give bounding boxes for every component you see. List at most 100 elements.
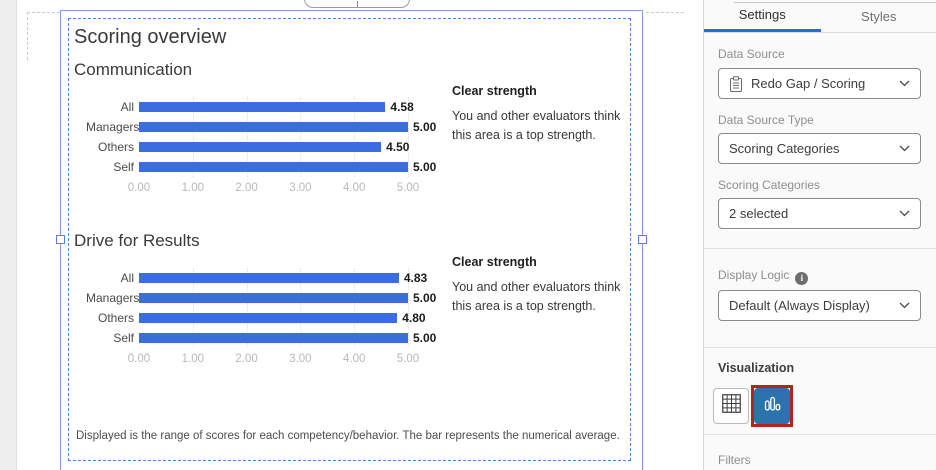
display-logic-label-text: Display Logic bbox=[718, 268, 790, 282]
note-body: You and other evaluators think this area… bbox=[452, 280, 621, 313]
page-margin-guide bbox=[27, 12, 60, 13]
gridline bbox=[354, 268, 356, 348]
bar-track: 4.83 bbox=[139, 268, 427, 288]
panel-divider bbox=[704, 434, 936, 435]
gridline bbox=[246, 97, 248, 177]
bar-track: 5.00 bbox=[139, 117, 436, 137]
scoring-categories-label: Scoring Categories bbox=[718, 178, 821, 192]
gridline bbox=[192, 97, 194, 177]
value-label: 4.50 bbox=[386, 140, 410, 154]
clipboard-icon bbox=[729, 75, 743, 92]
chart-row: All 4.83 bbox=[86, 268, 476, 288]
page-title: Scoring overview bbox=[74, 26, 227, 48]
value-label: 5.00 bbox=[413, 120, 437, 134]
chart-x-axis: 0.00 1.00 2.00 3.00 4.00 5.00 bbox=[128, 177, 419, 195]
category-label: Self bbox=[113, 160, 134, 174]
chart-footnote: Displayed is the range of scores for eac… bbox=[76, 430, 620, 442]
settings-panel: Settings Styles Data Source Redo Gap / S… bbox=[703, 0, 936, 470]
chart-row: Others 4.50 bbox=[86, 137, 476, 157]
category-label: Others bbox=[97, 140, 134, 154]
bar-track: 4.58 bbox=[139, 97, 414, 117]
panel-divider bbox=[704, 347, 936, 348]
chart-gridlines bbox=[139, 97, 409, 177]
section-heading-communication: Communication bbox=[74, 60, 193, 79]
value-label: 5.00 bbox=[413, 160, 437, 174]
note-body: You and other evaluators think this area… bbox=[452, 109, 621, 142]
chart-row: Managers 5.00 bbox=[86, 117, 476, 137]
bar bbox=[139, 313, 398, 323]
bar-track: 4.50 bbox=[139, 137, 410, 157]
chevron-down-icon bbox=[899, 145, 910, 152]
data-source-type-dropdown[interactable]: Scoring Categories bbox=[718, 133, 921, 164]
data-source-dropdown[interactable]: Redo Gap / Scoring bbox=[718, 68, 921, 99]
selection-handle-right[interactable] bbox=[638, 235, 647, 244]
section-heading-drive-for-results: Drive for Results bbox=[74, 231, 200, 250]
value-label: 4.83 bbox=[403, 271, 428, 285]
value-label: 5.00 bbox=[413, 331, 437, 345]
axis-tick-label: 0.00 bbox=[127, 353, 151, 365]
axis-tick-label: 3.00 bbox=[289, 182, 312, 194]
chevron-down-icon bbox=[899, 80, 910, 87]
selected-widget-region[interactable] bbox=[68, 18, 631, 461]
axis-tick-label: 4.00 bbox=[342, 182, 366, 194]
data-source-label: Data Source bbox=[718, 47, 785, 61]
gridline bbox=[408, 97, 409, 177]
category-label: All bbox=[120, 271, 134, 285]
category-label: All bbox=[120, 100, 134, 114]
chart-row: Managers 5.00 bbox=[86, 288, 476, 308]
info-icon[interactable]: i bbox=[795, 272, 809, 285]
category-label: Managers bbox=[86, 120, 140, 134]
canvas-toolbar-remnant bbox=[304, 0, 410, 8]
toolbar-divider bbox=[357, 1, 358, 7]
gridline bbox=[408, 268, 409, 348]
axis-tick-label: 3.00 bbox=[289, 353, 312, 365]
tab-settings[interactable]: Settings bbox=[704, 0, 821, 32]
bar-chart-icon bbox=[764, 395, 781, 417]
bar bbox=[139, 122, 408, 132]
chart-rows: All 4.58 Managers 5.00 Others 4.50 Self 5.00 bbox=[86, 97, 476, 177]
axis-tick-label: 2.00 bbox=[235, 353, 258, 365]
axis-tick-label: 0.00 bbox=[127, 182, 151, 194]
bar bbox=[139, 273, 399, 283]
strength-note: Clear strength You and other evaluators … bbox=[452, 84, 636, 145]
value-label: 4.58 bbox=[390, 100, 414, 114]
axis-tick-label: 1.00 bbox=[181, 353, 204, 365]
data-source-type-label: Data Source Type bbox=[718, 113, 814, 127]
category-label: Others bbox=[97, 311, 134, 325]
gridline bbox=[354, 97, 356, 177]
bar-track: 5.00 bbox=[139, 288, 436, 308]
bar bbox=[139, 293, 408, 303]
data-source-type-value: Scoring Categories bbox=[729, 141, 840, 156]
gridline bbox=[300, 97, 302, 177]
drive-for-results-bar-chart: All 4.83 Managers 5.00 Others 4.80 Self 5.00 0.… bbox=[86, 268, 476, 366]
bar bbox=[139, 142, 382, 152]
tab-styles[interactable]: Styles bbox=[861, 8, 897, 24]
note-title: Clear strength bbox=[452, 84, 537, 98]
table-icon bbox=[721, 394, 741, 418]
bar-track: 5.00 bbox=[139, 328, 436, 348]
scoring-categories-dropdown[interactable]: 2 selected bbox=[718, 198, 921, 229]
value-label: 4.80 bbox=[402, 311, 426, 325]
bar-track: 5.00 bbox=[139, 157, 436, 177]
bar bbox=[139, 333, 408, 343]
visualization-bar-chart-button[interactable] bbox=[754, 388, 790, 424]
axis-tick-label: 5.00 bbox=[396, 182, 420, 194]
value-label: 5.00 bbox=[413, 291, 437, 305]
bar-track: 4.80 bbox=[139, 308, 426, 328]
chart-gridlines bbox=[139, 268, 409, 348]
visualization-table-button[interactable] bbox=[713, 388, 749, 424]
selection-handle-left[interactable] bbox=[56, 235, 65, 244]
bar bbox=[139, 102, 386, 112]
chart-x-axis: 0.00 1.00 2.00 3.00 4.00 5.00 bbox=[128, 348, 419, 366]
panel-top-border bbox=[734, 2, 936, 3]
category-label: Managers bbox=[86, 291, 140, 305]
strength-note: Clear strength You and other evaluators … bbox=[452, 255, 636, 316]
display-logic-dropdown[interactable]: Default (Always Display) bbox=[718, 290, 921, 321]
axis-tick-label: 2.00 bbox=[235, 182, 258, 194]
chart-row: All 4.58 bbox=[86, 97, 476, 117]
page-margin-guide bbox=[27, 12, 28, 60]
data-source-value: Redo Gap / Scoring bbox=[751, 76, 866, 91]
gridline bbox=[246, 268, 248, 348]
display-logic-label: Display Logic i bbox=[718, 268, 809, 285]
